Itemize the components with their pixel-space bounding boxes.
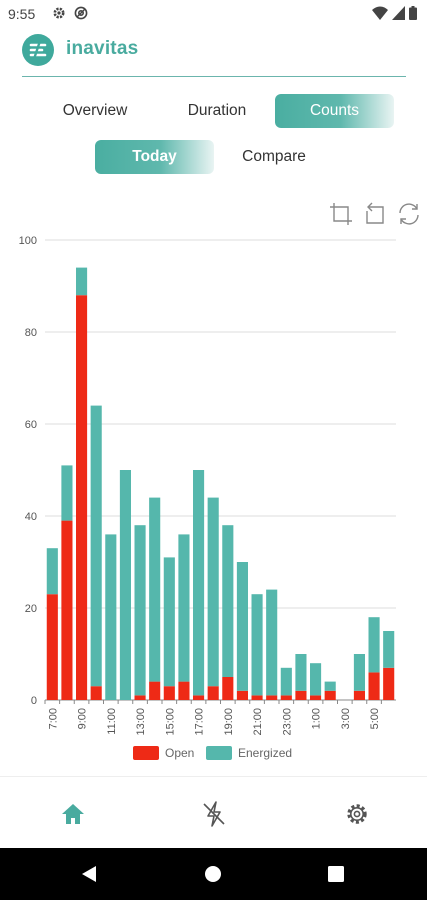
x-tick-label: 5:00: [369, 708, 381, 729]
home-icon[interactable]: [58, 799, 88, 829]
flash-off-icon[interactable]: [199, 799, 229, 829]
bar-open[interactable]: [280, 695, 292, 700]
y-tick-label: 100: [19, 235, 37, 247]
bar-energized[interactable]: [178, 534, 190, 682]
wifi-icon: [372, 6, 388, 20]
bar-open[interactable]: [310, 695, 322, 700]
bar-open[interactable]: [295, 690, 307, 700]
inavitas-logo-icon: [22, 34, 54, 66]
bar-open[interactable]: [353, 690, 365, 700]
bar-energized[interactable]: [61, 465, 73, 521]
app-title: inavitas: [66, 38, 139, 59]
bar-energized[interactable]: [353, 654, 365, 691]
bar-energized[interactable]: [236, 562, 248, 691]
bar-open[interactable]: [207, 686, 219, 700]
bar-open[interactable]: [324, 690, 336, 700]
bar-energized[interactable]: [295, 654, 307, 691]
bar-energized[interactable]: [251, 594, 263, 696]
bar-open[interactable]: [193, 695, 205, 700]
x-tick-label: 9:00: [77, 708, 89, 729]
bar-energized[interactable]: [222, 525, 234, 677]
at-sign-icon: [74, 6, 88, 20]
bar-open[interactable]: [76, 295, 88, 700]
x-tick-label: 7:00: [47, 708, 59, 729]
tab-counts[interactable]: Counts: [275, 94, 394, 128]
bar-energized[interactable]: [280, 667, 292, 696]
bar-energized[interactable]: [90, 405, 102, 687]
back-icon[interactable]: [80, 865, 98, 883]
settings-icon[interactable]: [342, 799, 372, 829]
x-tick-label: 3:00: [340, 708, 352, 729]
tab-duration[interactable]: Duration: [187, 102, 247, 119]
bar-open[interactable]: [178, 681, 190, 700]
bar-energized[interactable]: [368, 617, 380, 673]
y-tick-label: 20: [25, 603, 37, 615]
chart-toolbox: [329, 202, 421, 226]
bar-energized[interactable]: [46, 548, 58, 595]
bar-energized[interactable]: [383, 631, 395, 668]
bar-energized[interactable]: [266, 589, 278, 696]
signal-icon: [392, 6, 405, 20]
bar-open[interactable]: [61, 520, 73, 700]
status-time: 9:55: [8, 6, 36, 22]
bar-energized[interactable]: [163, 557, 175, 687]
legend-label-open[interactable]: Open: [165, 746, 194, 760]
x-tick-label: 13:00: [135, 708, 147, 736]
legend-label-energized[interactable]: Energized: [238, 746, 292, 760]
status-bar: 9:55: [0, 0, 427, 28]
bar-open[interactable]: [383, 667, 395, 700]
bar-open[interactable]: [368, 672, 380, 700]
bar-energized[interactable]: [105, 534, 117, 700]
x-tick-label: 21:00: [252, 708, 264, 736]
bar-energized[interactable]: [119, 470, 131, 700]
x-tick-label: 19:00: [223, 708, 235, 736]
x-tick-label: 1:00: [311, 708, 323, 729]
bar-energized[interactable]: [324, 681, 336, 691]
home-circle-icon[interactable]: [204, 865, 222, 883]
bar-open[interactable]: [251, 695, 263, 700]
battery-icon: [409, 6, 417, 20]
bar-energized[interactable]: [76, 267, 88, 296]
bar-open[interactable]: [266, 695, 278, 700]
bar-open[interactable]: [46, 594, 58, 700]
crop-icon[interactable]: [329, 202, 353, 226]
subtab-today[interactable]: Today: [95, 140, 214, 174]
bar-open[interactable]: [222, 677, 234, 700]
bar-energized[interactable]: [193, 470, 205, 696]
system-nav-bar: [0, 848, 427, 900]
subtab-compare[interactable]: Compare: [242, 148, 306, 165]
bar-energized[interactable]: [207, 497, 219, 687]
bottom-nav: [0, 776, 427, 849]
legend-swatch-open[interactable]: [133, 746, 159, 760]
y-tick-label: 40: [25, 511, 37, 523]
bar-open[interactable]: [134, 695, 146, 700]
counts-chart: 0 20 40 60 80 100 7:00 9:00 11:00 13:00 15:00 17:00…: [19, 235, 396, 760]
y-tick-label: 80: [25, 327, 37, 339]
bar-open[interactable]: [163, 686, 175, 700]
app-header: inavitas: [22, 34, 406, 78]
refresh-icon[interactable]: [397, 202, 421, 226]
tab-bar: Overview Duration Counts: [40, 94, 394, 128]
bar-open[interactable]: [90, 686, 102, 700]
x-tick-label: 23:00: [281, 708, 293, 736]
bar-energized[interactable]: [149, 497, 161, 682]
header-divider: [22, 76, 406, 77]
gear-icon: [53, 7, 65, 19]
x-tick-label: 11:00: [106, 708, 118, 735]
y-tick-label: 60: [25, 419, 37, 431]
bar-energized[interactable]: [134, 525, 146, 696]
subtab-bar: Today Compare: [95, 140, 335, 174]
bar-open[interactable]: [236, 690, 248, 700]
tab-overview[interactable]: Overview: [62, 102, 128, 119]
y-tick-label: 0: [31, 695, 37, 707]
bar-open[interactable]: [149, 681, 161, 700]
recents-icon[interactable]: [328, 866, 344, 882]
bar-energized[interactable]: [310, 663, 322, 696]
legend-swatch-energized[interactable]: [206, 746, 232, 760]
x-tick-label: 15:00: [164, 708, 176, 736]
undo-icon[interactable]: [363, 202, 387, 226]
x-tick-label: 17:00: [194, 708, 206, 736]
